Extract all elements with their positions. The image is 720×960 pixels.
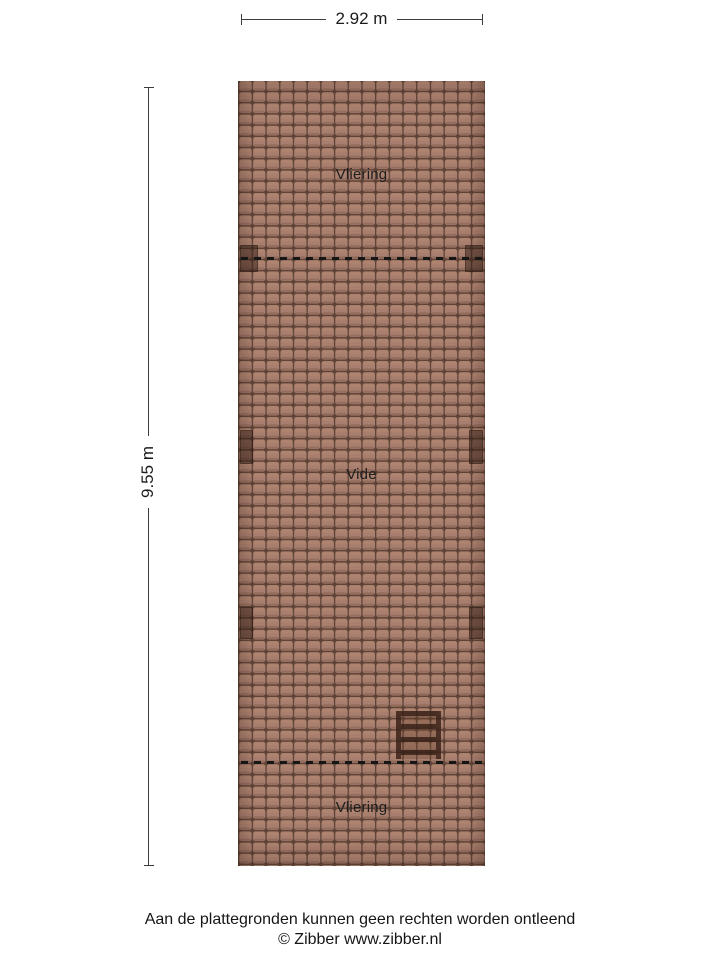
width-dimension-label: 2.92 m (241, 9, 482, 29)
footer: Aan de plattegronden kunnen geen rechten… (0, 910, 720, 949)
roof-tile-texture (238, 81, 485, 866)
section-divider-dashed-top (241, 257, 482, 260)
ladder-icon (396, 711, 441, 759)
height-dimension-tick-top (144, 87, 154, 88)
disclaimer-text: Aan de plattegronden kunnen geen rechten… (144, 911, 576, 928)
width-dimension-tick-right (482, 14, 483, 25)
height-dimension-tick-bottom (144, 865, 154, 866)
beam-mark (240, 607, 253, 639)
beam-mark (240, 430, 253, 464)
room-label-vide: Vide (346, 466, 377, 483)
beam-mark (469, 607, 483, 639)
height-dimension-label: 9.55 m (138, 436, 158, 508)
copyright-text: © Zibber www.zibber.nl (278, 930, 442, 948)
section-divider-dashed-bottom (241, 761, 482, 764)
beam-mark (469, 430, 483, 464)
roof-plan: Vliering Vide Vliering (238, 81, 485, 866)
width-dimension-tick-left (241, 14, 242, 25)
room-label-vliering-top: Vliering (335, 166, 388, 183)
room-label-vliering-bottom: Vliering (335, 799, 388, 816)
ladder-rungs (401, 711, 436, 759)
